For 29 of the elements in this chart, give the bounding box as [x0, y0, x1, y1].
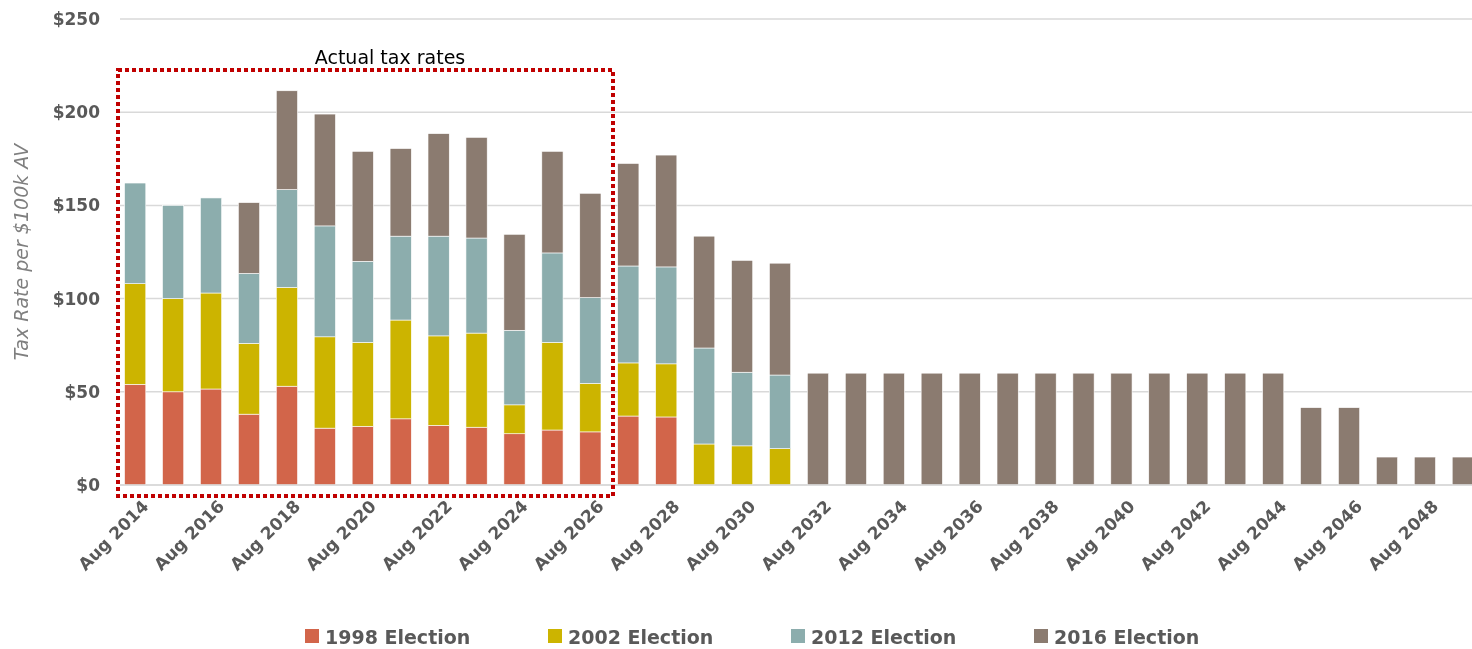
y-tick-label: $150 [52, 195, 101, 216]
bar [1300, 407, 1323, 486]
bar [844, 372, 867, 486]
y-axis-title: Tax Rate per $100k AV [10, 141, 32, 361]
bar [1262, 372, 1285, 486]
bar [807, 372, 829, 486]
bar [1148, 372, 1171, 486]
y-tick-label: $100 [52, 288, 101, 309]
y-tick-label: $0 [76, 474, 101, 495]
bar [1072, 372, 1095, 486]
bar [1413, 456, 1436, 486]
bar [1224, 372, 1247, 486]
bar [1186, 372, 1209, 486]
y-tick-label: $50 [64, 381, 101, 402]
bar [1338, 407, 1360, 486]
bar [1110, 372, 1133, 486]
bar [1376, 456, 1398, 486]
legend-label: 1998 Election [325, 625, 471, 648]
bar [882, 372, 905, 486]
y-tick-label: $250 [52, 8, 101, 29]
bar [920, 372, 943, 486]
legend-label: 2016 Election [1054, 625, 1200, 648]
legend-label: 2002 Election [568, 625, 714, 648]
bar [996, 372, 1019, 486]
bar [1034, 372, 1057, 486]
legend-label: 2012 Election [811, 625, 957, 648]
bar [958, 372, 981, 486]
y-tick-label: $200 [52, 102, 101, 123]
annotation: Actual tax rates [314, 46, 466, 68]
